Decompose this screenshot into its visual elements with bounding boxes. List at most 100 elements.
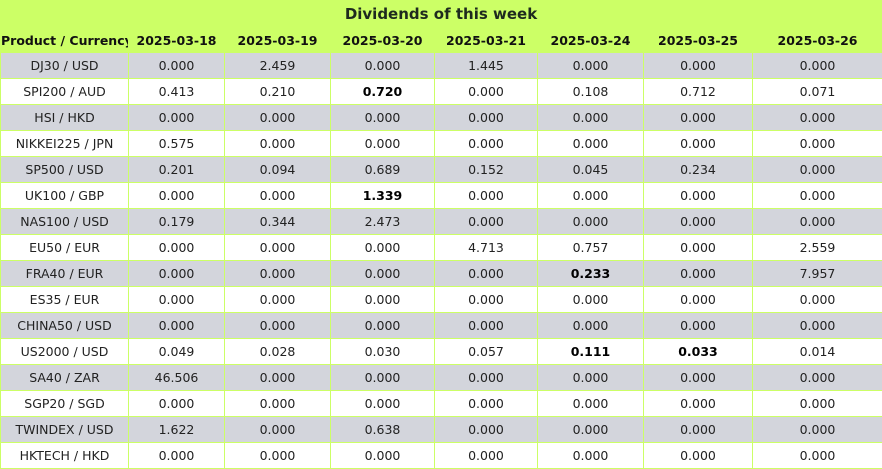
dividend-cell: 0.000 xyxy=(752,130,882,157)
dividend-cell: 0.000 xyxy=(330,234,435,261)
dividend-cell: 0.000 xyxy=(224,234,331,261)
table-row: SGP20 / SGD 0.000 0.000 0.000 0.000 0.000 0.00… xyxy=(0,390,882,417)
dividend-cell: 0.000 xyxy=(330,130,435,157)
dividend-cell: 0.000 xyxy=(537,312,644,339)
dividend-cell: 0.000 xyxy=(128,442,225,469)
dividend-cell: 0.071 xyxy=(752,78,882,105)
dividend-cell: 0.000 xyxy=(752,52,882,79)
dividend-cell: 0.152 xyxy=(434,156,538,183)
dividend-cell: 0.000 xyxy=(643,104,753,131)
product-cell: EU50 / EUR xyxy=(0,234,129,261)
dividend-cell: 0.000 xyxy=(330,312,435,339)
dividend-cell: 0.000 xyxy=(128,390,225,417)
dividend-cell: 0.000 xyxy=(330,104,435,131)
dividend-cell: 0.094 xyxy=(224,156,331,183)
header-cell: 2025-03-25 xyxy=(643,28,753,53)
dividend-cell: 0.033 xyxy=(643,338,753,365)
header-cell: 2025-03-21 xyxy=(434,28,538,53)
product-cell: UK100 / GBP xyxy=(0,182,129,209)
dividend-cell: 0.000 xyxy=(224,130,331,157)
dividend-cell: 0.000 xyxy=(330,286,435,313)
dividend-cell: 0.000 xyxy=(434,390,538,417)
dividend-cell: 0.000 xyxy=(537,416,644,443)
dividend-cell: 0.000 xyxy=(643,416,753,443)
dividend-cell: 0.045 xyxy=(537,156,644,183)
table-row: DJ30 / USD 0.000 2.459 0.000 1.445 0.000 0.000… xyxy=(0,52,882,79)
table-row: TWINDEX / USD 1.622 0.000 0.638 0.000 0.000 0.… xyxy=(0,416,882,443)
dividend-cell: 0.000 xyxy=(537,182,644,209)
product-cell: DJ30 / USD xyxy=(0,52,129,79)
dividend-cell: 0.000 xyxy=(128,104,225,131)
dividend-cell: 0.712 xyxy=(643,78,753,105)
table-row: SPI200 / AUD 0.413 0.210 0.720 0.000 0.108 0.7… xyxy=(0,78,882,105)
dividend-cell: 0.000 xyxy=(434,364,538,391)
dividend-cell: 0.000 xyxy=(224,364,331,391)
dividend-cell: 0.000 xyxy=(128,260,225,287)
dividend-cell: 0.000 xyxy=(752,208,882,235)
table-row: SP500 / USD 0.201 0.094 0.689 0.152 0.045 0.23… xyxy=(0,156,882,183)
dividend-cell: 46.506 xyxy=(128,364,225,391)
table-row: UK100 / GBP 0.000 0.000 1.339 0.000 0.000 0.00… xyxy=(0,182,882,209)
dividend-cell: 0.000 xyxy=(128,52,225,79)
table-body: DJ30 / USD 0.000 2.459 0.000 1.445 0.000 0.000… xyxy=(0,52,882,469)
table-row: HKTECH / HKD 0.000 0.000 0.000 0.000 0.000 0.0… xyxy=(0,442,882,469)
dividend-cell: 0.000 xyxy=(434,182,538,209)
dividend-cell: 0.000 xyxy=(752,312,882,339)
dividend-cell: 0.108 xyxy=(537,78,644,105)
dividend-cell: 0.000 xyxy=(752,182,882,209)
dividend-cell: 0.000 xyxy=(128,182,225,209)
dividend-cell: 0.000 xyxy=(224,416,331,443)
header-row: Product / Currency 2025-03-18 2025-03-19 20… xyxy=(0,28,882,53)
dividend-cell: 0.000 xyxy=(537,390,644,417)
product-cell: US2000 / USD xyxy=(0,338,129,365)
dividend-cell: 0.638 xyxy=(330,416,435,443)
dividend-cell: 0.000 xyxy=(537,208,644,235)
header-cell: 2025-03-18 xyxy=(128,28,225,53)
dividend-cell: 0.028 xyxy=(224,338,331,365)
dividend-cell: 0.000 xyxy=(330,52,435,79)
dividend-cell: 0.000 xyxy=(434,78,538,105)
dividend-cell: 0.000 xyxy=(330,442,435,469)
dividend-cell: 0.000 xyxy=(224,442,331,469)
dividend-cell: 0.000 xyxy=(752,286,882,313)
table-row: US2000 / USD 0.049 0.028 0.030 0.057 0.111 0.0… xyxy=(0,338,882,365)
dividend-cell: 0.000 xyxy=(224,182,331,209)
table-row: EU50 / EUR 0.000 0.000 0.000 4.713 0.757 0.000… xyxy=(0,234,882,261)
dividend-cell: 0.000 xyxy=(752,442,882,469)
table-row: SA40 / ZAR 46.506 0.000 0.000 0.000 0.000 0.00… xyxy=(0,364,882,391)
dividend-cell: 0.000 xyxy=(224,104,331,131)
dividend-cell: 0.000 xyxy=(434,442,538,469)
dividend-cell: 0.030 xyxy=(330,338,435,365)
dividend-cell: 0.210 xyxy=(224,78,331,105)
table-row: HSI / HKD 0.000 0.000 0.000 0.000 0.000 0.000 0… xyxy=(0,104,882,131)
dividend-cell: 0.757 xyxy=(537,234,644,261)
dividend-cell: 0.720 xyxy=(330,78,435,105)
dividend-cell: 0.000 xyxy=(224,260,331,287)
dividend-cell: 0.000 xyxy=(128,234,225,261)
dividend-cell: 0.000 xyxy=(330,260,435,287)
dividend-cell: 0.000 xyxy=(643,208,753,235)
product-cell: HSI / HKD xyxy=(0,104,129,131)
dividend-cell: 0.014 xyxy=(752,338,882,365)
header-cell: 2025-03-20 xyxy=(330,28,435,53)
product-cell: NAS100 / USD xyxy=(0,208,129,235)
dividend-cell: 0.000 xyxy=(643,442,753,469)
header-cell: Product / Currency xyxy=(0,28,129,53)
header-cell: 2025-03-19 xyxy=(224,28,331,53)
dividend-cell: 0.057 xyxy=(434,338,538,365)
dividend-cell: 0.000 xyxy=(643,182,753,209)
dividend-cell: 0.000 xyxy=(643,312,753,339)
dividend-cell: 0.000 xyxy=(537,52,644,79)
dividend-cell: 0.201 xyxy=(128,156,225,183)
dividend-cell: 0.000 xyxy=(752,156,882,183)
dividend-cell: 0.049 xyxy=(128,338,225,365)
dividend-cell: 0.233 xyxy=(537,260,644,287)
dividend-cell: 0.000 xyxy=(643,286,753,313)
dividend-cell: 0.689 xyxy=(330,156,435,183)
dividend-cell: 0.179 xyxy=(128,208,225,235)
table-row: CHINA50 / USD 0.000 0.000 0.000 0.000 0.000 0.… xyxy=(0,312,882,339)
dividend-cell: 0.000 xyxy=(537,104,644,131)
dividend-cell: 0.000 xyxy=(643,390,753,417)
dividend-cell: 0.000 xyxy=(752,390,882,417)
